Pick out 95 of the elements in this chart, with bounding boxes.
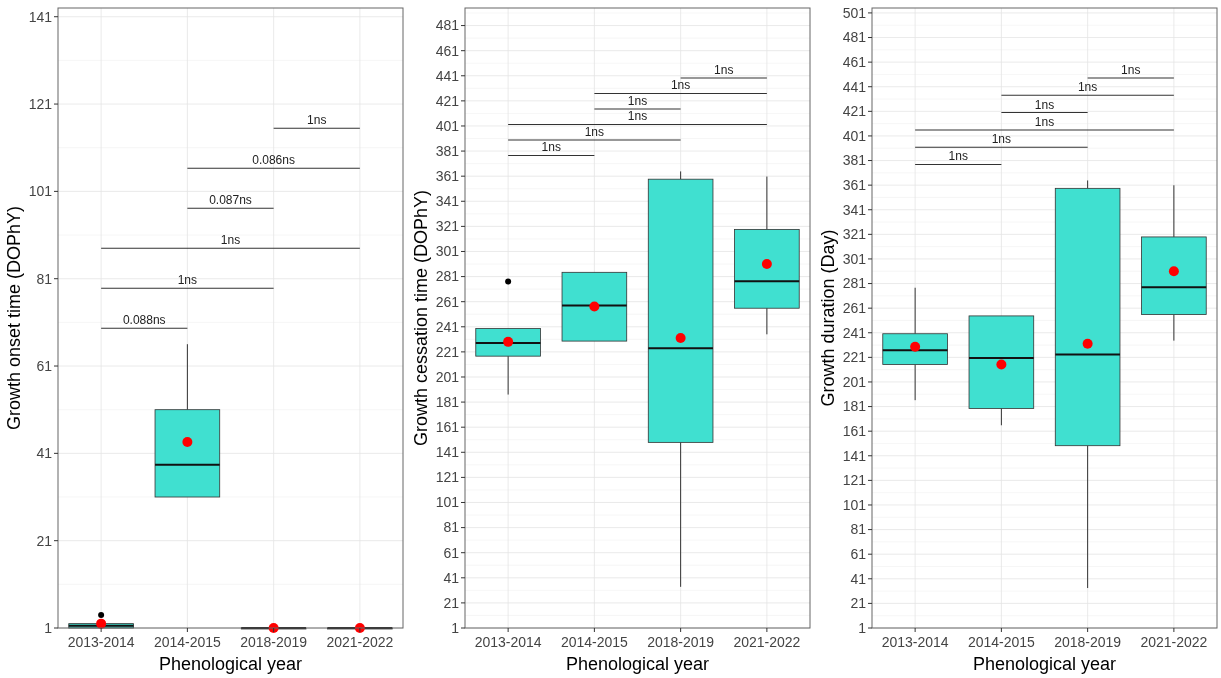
- x-tick-label: 2021-2022: [326, 634, 394, 650]
- y-tick-label: 101: [28, 183, 53, 200]
- x-tick-label: 2018-2019: [1054, 634, 1122, 650]
- annotation: 1ns: [1077, 80, 1098, 95]
- y-tick-label: 481: [842, 29, 867, 46]
- x-tick-label: 2014-2015: [967, 634, 1036, 650]
- y-tick-label: 21: [36, 532, 53, 549]
- y-tick-label: 61: [443, 544, 460, 561]
- y-tick-label: 81: [850, 521, 867, 538]
- y-tick-label: 261: [435, 293, 460, 310]
- annotation: 1ns: [714, 63, 734, 77]
- y-tick-label: 281: [435, 268, 460, 285]
- y-tick-label: 121: [28, 95, 53, 112]
- y-tick-label: 121: [435, 469, 460, 486]
- y-axis-title: Growth cessation time (DOPhY): [411, 189, 431, 447]
- y-tick-label: 161: [842, 423, 867, 440]
- y-tick-label: 421: [435, 92, 460, 109]
- x-tick-label: 2013-2014: [474, 634, 542, 650]
- y-tick-label: 301: [435, 243, 460, 260]
- y-tick-label: 61: [36, 357, 53, 374]
- x-tick-label: 2021-2022: [1140, 634, 1208, 650]
- annotation: 1ns: [1121, 63, 1141, 77]
- y-tick-label: 281: [842, 275, 867, 292]
- annotation: 1ns: [670, 78, 691, 93]
- annotation: 1ns: [627, 109, 648, 124]
- y-tick-label: 161: [435, 419, 460, 436]
- y-tick-label: 441: [842, 78, 867, 95]
- y-tick-label: 461: [435, 42, 460, 59]
- y-tick-label: 361: [435, 168, 460, 185]
- y-tick-label: 201: [842, 373, 867, 390]
- annotation: 1ns: [1034, 97, 1055, 112]
- y-axis-title: Growth onset time (DOPhY): [4, 205, 24, 431]
- y-tick-label: 41: [850, 570, 867, 587]
- y-tick-label: 141: [28, 8, 53, 25]
- y-tick-label: 21: [850, 595, 867, 612]
- annotation: 1ns: [991, 132, 1012, 147]
- y-tick-label: 1: [451, 619, 460, 636]
- y-tick-label: 301: [842, 250, 867, 267]
- y-tick-label: 141: [435, 444, 460, 461]
- y-tick-label: 481: [435, 17, 460, 34]
- y-tick-label: 181: [842, 398, 867, 415]
- annotation: 1ns: [177, 273, 198, 288]
- y-tick-label: 1: [44, 619, 53, 636]
- x-tick-label: 2014-2015: [153, 634, 222, 650]
- y-tick-label: 41: [36, 445, 53, 462]
- annotation: 1ns: [307, 113, 327, 128]
- x-tick-label: 2014-2015: [560, 634, 629, 650]
- x-tick-label: 2021-2022: [733, 634, 801, 650]
- annotation: 1ns: [627, 93, 648, 108]
- annotation: 0.087ns: [209, 193, 252, 208]
- y-tick-label: 381: [842, 152, 867, 169]
- annotation: 0.088ns: [122, 313, 166, 328]
- y-tick-label: 321: [435, 218, 460, 235]
- y-tick-label: 241: [435, 318, 460, 335]
- x-axis-title: Phenological year: [565, 654, 710, 674]
- y-axis-title: Growth duration (Day): [818, 229, 838, 407]
- annotation: 1ns: [541, 140, 561, 155]
- y-tick-label: 421: [842, 103, 867, 120]
- y-tick-label: 81: [443, 519, 460, 536]
- y-tick-label: 81: [36, 270, 53, 287]
- x-tick-label: 2018-2019: [240, 634, 308, 650]
- y-tick-label: 381: [435, 142, 460, 159]
- x-axis-title: Phenological year: [972, 654, 1117, 674]
- y-tick-label: 461: [842, 54, 867, 71]
- y-tick-label: 101: [435, 494, 460, 511]
- y-tick-label: 41: [443, 569, 460, 586]
- y-tick-label: 261: [842, 300, 867, 317]
- y-tick-label: 501: [842, 4, 867, 21]
- y-tick-label: 441: [435, 67, 460, 84]
- y-tick-label: 341: [842, 201, 867, 218]
- y-tick-label: 221: [842, 349, 867, 366]
- annotation: 1ns: [948, 149, 968, 164]
- y-tick-label: 361: [842, 177, 867, 194]
- y-tick-label: 321: [842, 226, 867, 243]
- annotation: 1ns: [220, 233, 241, 248]
- y-tick-label: 141: [842, 447, 867, 464]
- y-tick-label: 401: [842, 127, 867, 144]
- y-tick-label: 1: [858, 619, 867, 636]
- x-tick-label: 2013-2014: [881, 634, 949, 650]
- y-tick-label: 61: [850, 546, 867, 563]
- annotation: 1ns: [1034, 114, 1055, 129]
- annotation: 1ns: [584, 124, 605, 139]
- x-tick-label: 2018-2019: [647, 634, 715, 650]
- x-axis-title: Phenological year: [158, 654, 303, 674]
- y-tick-label: 121: [842, 472, 867, 489]
- y-tick-label: 221: [435, 343, 460, 360]
- y-tick-label: 21: [443, 594, 460, 611]
- x-tick-label: 2013-2014: [67, 634, 135, 650]
- y-tick-label: 201: [435, 368, 460, 385]
- y-tick-label: 241: [842, 324, 867, 341]
- y-tick-label: 401: [435, 117, 460, 134]
- annotation: 0.086ns: [252, 153, 295, 168]
- y-tick-label: 341: [435, 193, 460, 210]
- y-tick-label: 181: [435, 393, 460, 410]
- y-tick-label: 101: [842, 496, 867, 513]
